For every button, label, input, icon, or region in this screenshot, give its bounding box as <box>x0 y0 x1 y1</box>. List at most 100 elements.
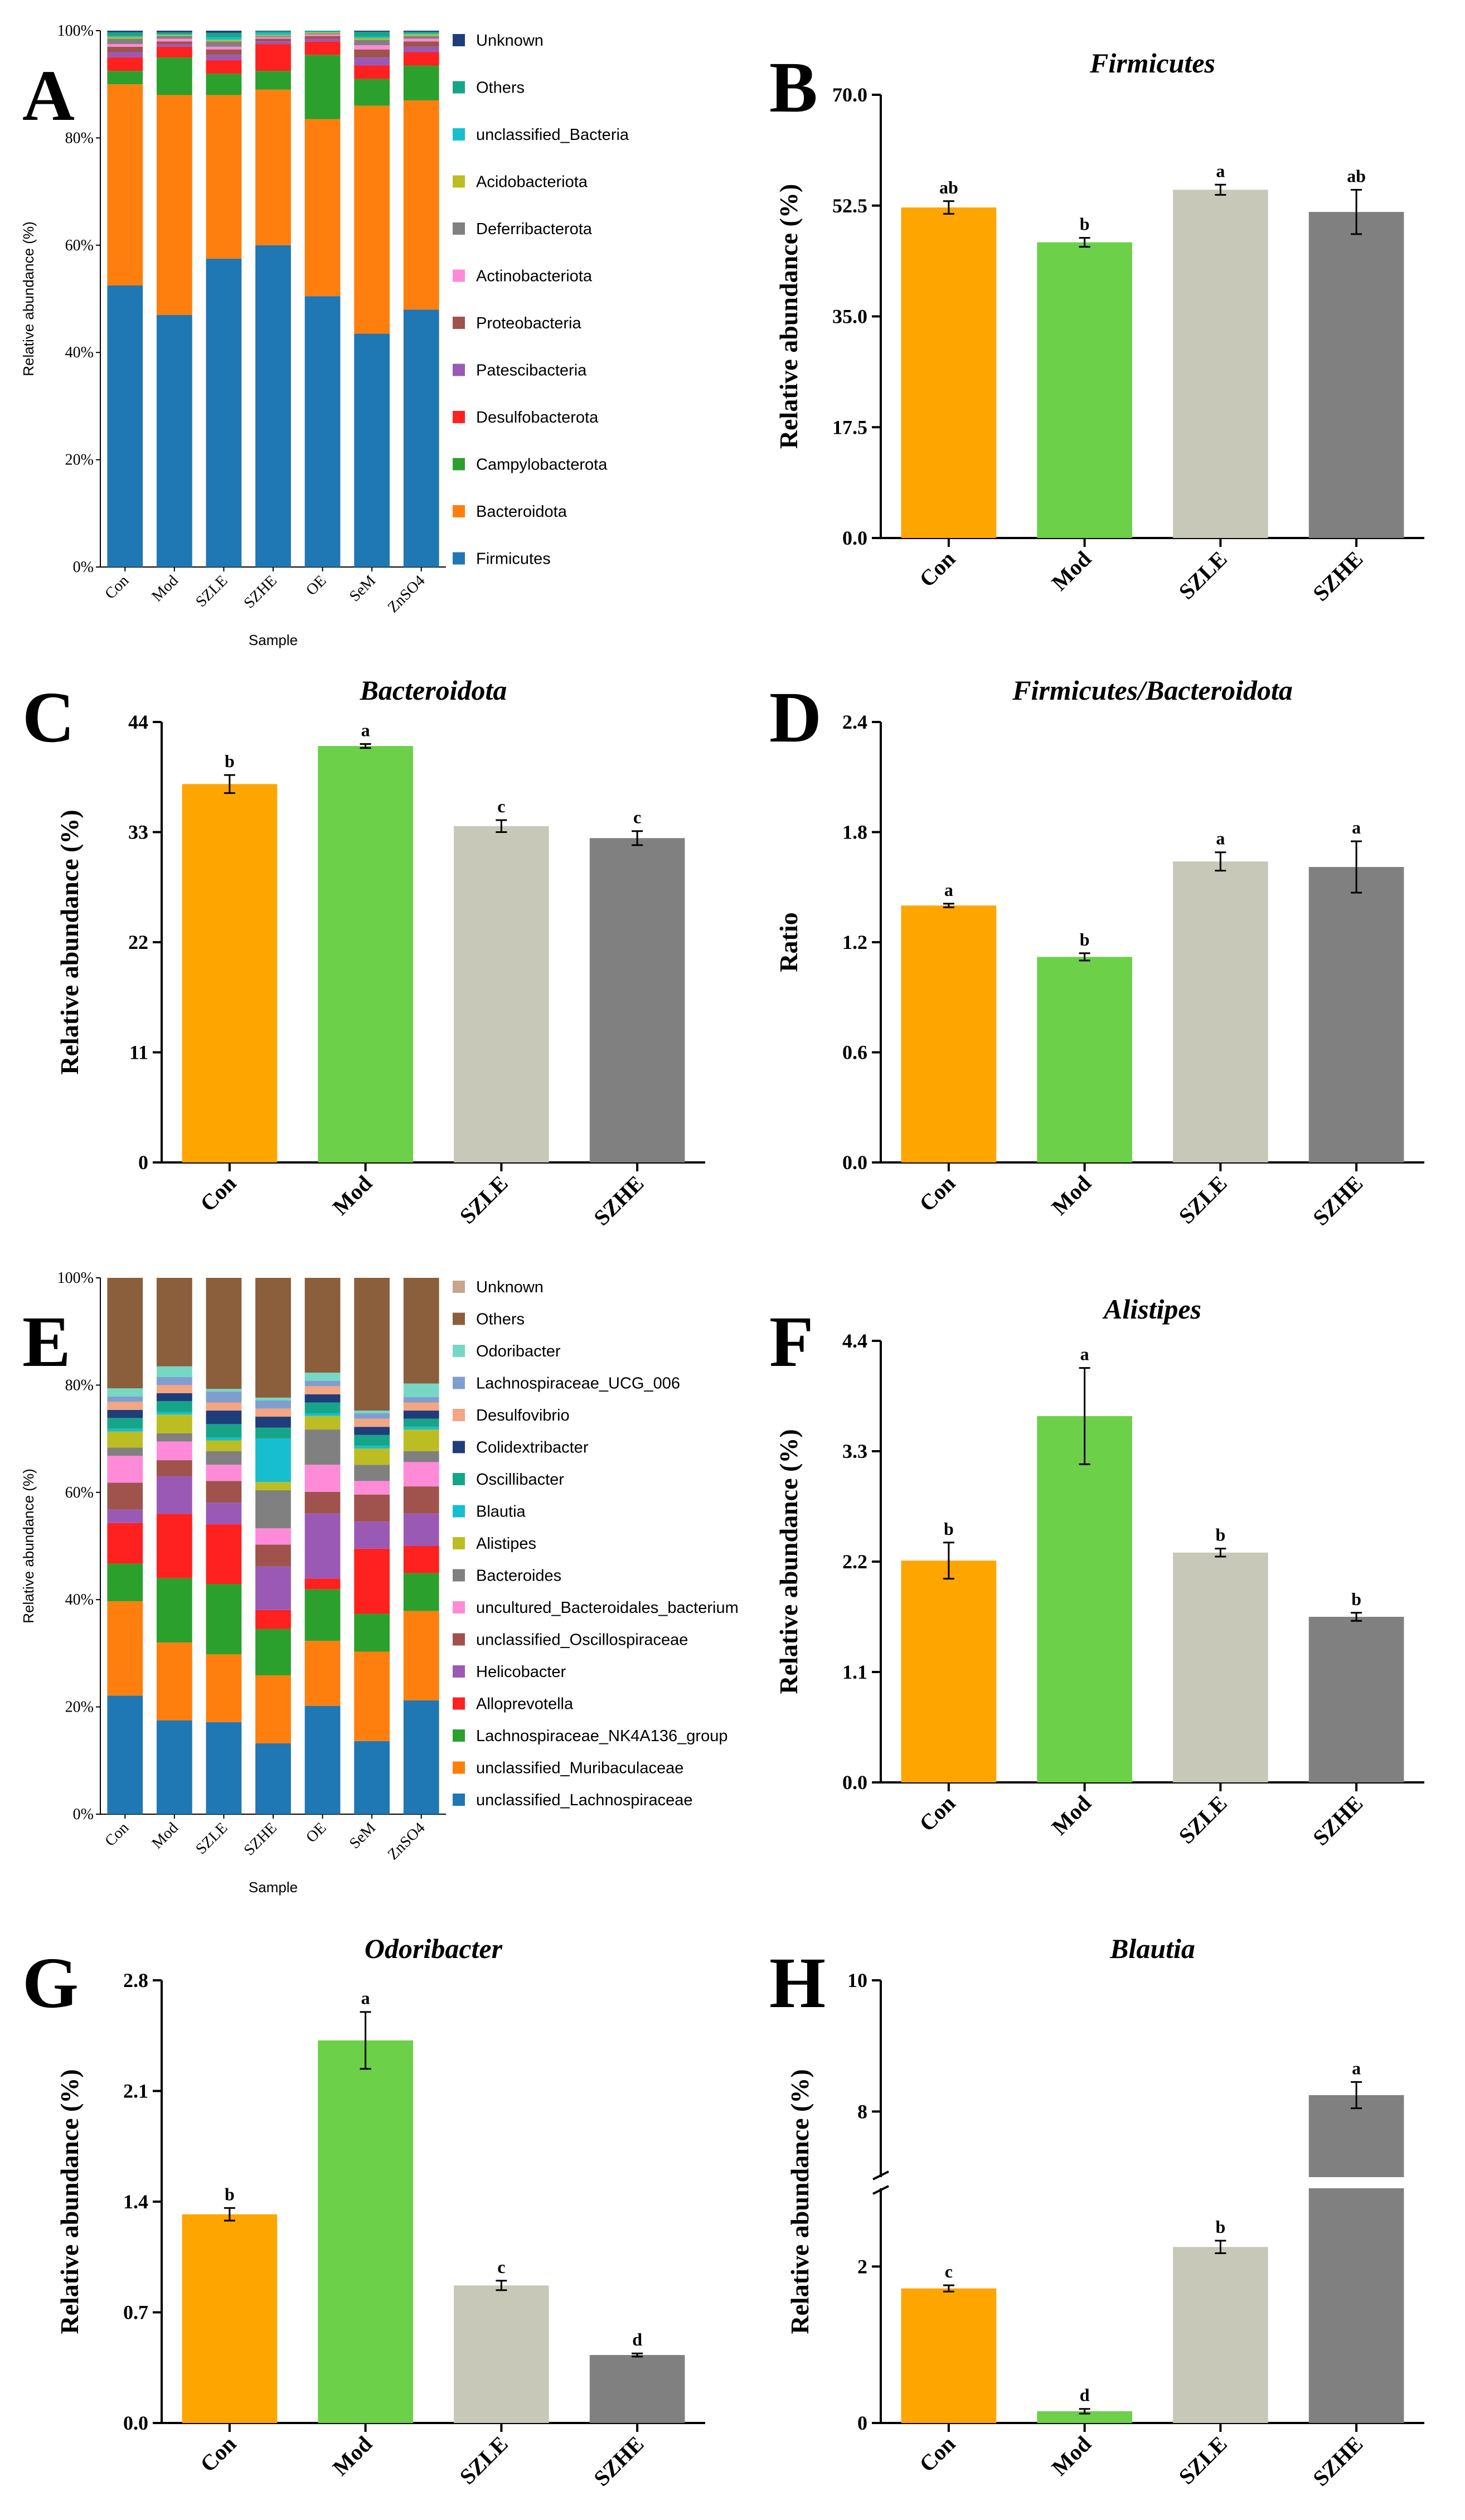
stack-segment <box>206 1389 242 1392</box>
legend-swatch <box>453 269 465 282</box>
stack-segment <box>156 1401 192 1412</box>
stack-segment <box>403 1462 439 1487</box>
stack-segment <box>206 1402 242 1411</box>
bar <box>454 2285 549 2423</box>
x-tick-label: Mod <box>1047 1171 1096 1220</box>
stack-segment <box>206 40 242 42</box>
legend-swatch <box>453 1569 465 1582</box>
stack-segment <box>156 95 192 315</box>
stack-segment <box>206 258 242 568</box>
stack-segment <box>156 44 192 47</box>
stack-segment <box>403 36 439 39</box>
chart-title: Firmicutes <box>1089 47 1215 79</box>
x-tick-label: Mod <box>148 572 181 605</box>
stack-segment <box>206 1654 242 1722</box>
stack-segment <box>304 1394 341 1403</box>
y-axis-label: Relative abundance (%) <box>785 2069 814 2334</box>
stack-segment <box>304 1429 341 1465</box>
x-tick-label: SZLE <box>1174 1791 1232 1849</box>
significance-letter: a <box>1080 1344 1089 1364</box>
stack-segment <box>354 1465 390 1481</box>
x-tick-label: OE <box>303 572 329 599</box>
stack-segment <box>206 1465 242 1481</box>
stack-segment <box>304 41 341 55</box>
stack-segment <box>304 1589 341 1641</box>
y-tick-label: 0.0 <box>842 1771 867 1794</box>
legend-label: Others <box>476 79 525 97</box>
y-axis-label: Relative abundance (%) <box>774 184 803 449</box>
panel-letter-g: G <box>22 1943 79 2023</box>
y-tick-label: 3.3 <box>842 1440 867 1462</box>
y-axis-label: Ratio <box>774 912 803 972</box>
y-tick-label: 70.0 <box>832 84 867 106</box>
stack-segment <box>206 60 242 74</box>
y-tick-label: 80% <box>65 129 94 147</box>
y-tick-label: 0.0 <box>842 1151 867 1174</box>
y-tick-label: 4.4 <box>842 1330 867 1352</box>
stack-segment <box>354 36 390 38</box>
stack-segment <box>206 1278 242 1389</box>
stack-segment <box>403 46 439 52</box>
bar <box>454 826 549 1162</box>
stack-segment <box>107 46 143 52</box>
stack-segment <box>156 1278 192 1366</box>
stack-segment <box>304 31 341 32</box>
stack-segment <box>255 1610 291 1629</box>
stack-segment <box>107 1418 143 1429</box>
stack-segment <box>255 1528 291 1545</box>
stack-segment <box>403 31 439 32</box>
legend-swatch <box>453 1633 465 1646</box>
bar-lower <box>1308 2188 1404 2423</box>
stack-segment <box>255 37 291 39</box>
stack-segment <box>403 1278 439 1384</box>
stack-segment <box>107 1563 143 1602</box>
x-tick-label: Con <box>914 1791 960 1836</box>
y-tick-label: 1.4 <box>123 2191 148 2213</box>
y-tick-label: 33 <box>128 821 148 844</box>
stack-segment <box>156 36 192 39</box>
legend-label: Odoribacter <box>476 1343 561 1360</box>
panel-letter-b: B <box>769 47 818 128</box>
bar <box>1308 1617 1404 1782</box>
stack-segment <box>304 1402 341 1413</box>
stack-segment <box>403 1546 439 1573</box>
y-tick-label: 0% <box>73 1806 94 1823</box>
panel-letter-e: E <box>22 1302 71 1382</box>
stack-segment <box>354 57 390 66</box>
chart-title: Alistipes <box>1102 1293 1201 1325</box>
panel-f: Alistipes 0.0 1.1 2.2 3.3 4.4 Relative abundan… <box>774 1293 1424 1850</box>
legend-label: Others <box>476 1311 525 1329</box>
bar <box>1173 2247 1268 2423</box>
stack-segment <box>403 309 439 567</box>
panel-e: 0% 20% 40% 60% 80% 100% Relative abundance (%)… <box>20 1269 739 1896</box>
x-axis-label: Sample <box>249 1879 298 1896</box>
stack-segment <box>304 1416 341 1430</box>
stack-segment <box>107 84 143 285</box>
significance-letter: c <box>497 2257 505 2277</box>
y-tick-label: 0.6 <box>842 1041 867 1064</box>
y-tick-label: 2 <box>857 2255 867 2277</box>
stack-segment <box>206 55 242 60</box>
stack-segment <box>403 31 439 33</box>
x-axis-label: Sample <box>249 632 298 648</box>
stack-segment <box>206 37 242 40</box>
bar <box>318 746 413 1162</box>
stack-segment <box>403 33 439 35</box>
stack-segment <box>107 71 143 85</box>
y-tick-label: 0.0 <box>123 2412 148 2434</box>
x-tick-label: SeM <box>346 1819 379 1852</box>
chart-title: Blautia <box>1109 1933 1195 1964</box>
stack-segment <box>304 1513 341 1579</box>
y-tick-label: 60% <box>65 237 94 254</box>
significance-letter: d <box>1080 2385 1090 2405</box>
stack-segment <box>354 1741 390 1814</box>
x-tick-label: SZHE <box>1308 2431 1367 2491</box>
stack-segment <box>107 1396 143 1402</box>
stack-segment <box>156 1642 192 1721</box>
stack-segment <box>206 1722 242 1814</box>
stack-segment <box>206 41 242 47</box>
stack-segment <box>354 1446 390 1449</box>
y-axis-label: Relative abundance (%) <box>774 1429 803 1694</box>
stack-segment <box>255 1675 291 1744</box>
stack-segment <box>354 1411 390 1413</box>
